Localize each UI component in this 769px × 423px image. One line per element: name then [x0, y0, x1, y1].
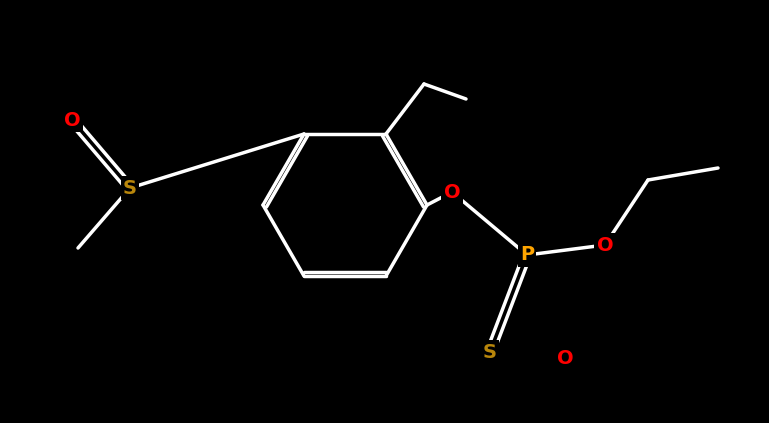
Text: O: O — [557, 349, 574, 368]
Text: P: P — [520, 245, 534, 264]
Text: O: O — [444, 182, 461, 201]
Text: S: S — [483, 343, 497, 362]
Text: S: S — [123, 179, 137, 198]
Text: O: O — [597, 236, 614, 255]
Text: O: O — [64, 110, 80, 129]
